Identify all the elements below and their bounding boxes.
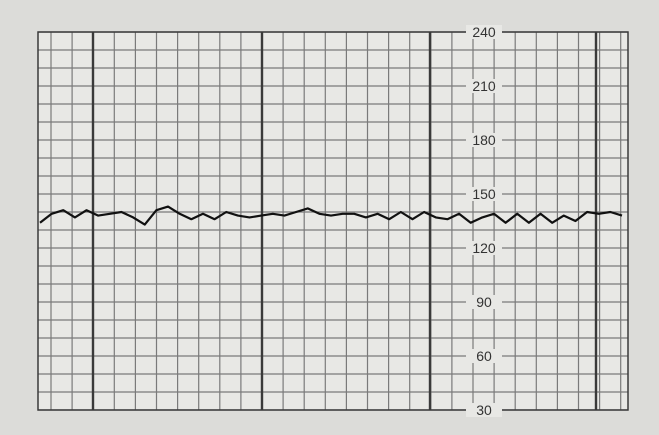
tick-label-background [466,241,502,255]
y-tick-label: 60 [476,348,492,364]
tick-label-background [466,133,502,147]
y-tick-label: 210 [472,78,496,94]
tick-label-background [466,187,502,201]
y-tick-label: 150 [472,186,496,202]
tick-label-background [466,295,502,309]
tick-label-background [466,25,502,39]
tick-label-background [466,403,502,417]
chart-paper [38,31,628,411]
chart-border [37,31,629,411]
tick-label-background [466,349,502,363]
y-tick-label: 120 [472,240,496,256]
y-tick-label: 180 [472,132,496,148]
tick-label-background [466,79,502,93]
y-tick-label: 240 [472,24,496,40]
y-tick-label: 30 [476,402,492,418]
y-tick-label: 90 [476,294,492,310]
